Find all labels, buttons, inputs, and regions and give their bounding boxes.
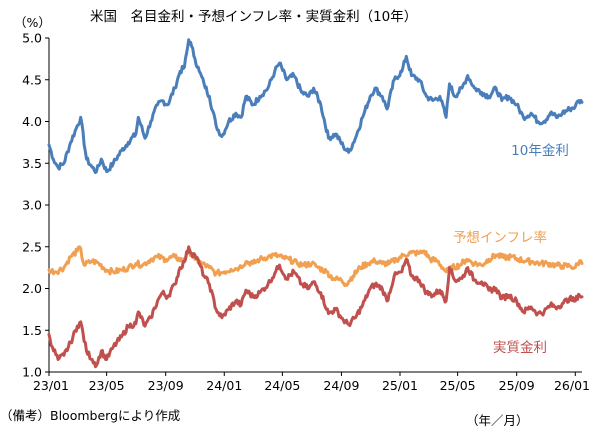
x-tick-label: 25/01: [382, 378, 418, 393]
y-axis-unit-label: （%）: [14, 15, 51, 30]
y-tick-label: 4.5: [22, 72, 42, 87]
y-tick-label: 2.0: [22, 281, 42, 296]
y-axis-tick-labels: 1.0 1.5 2.0 2.5 3.0 3.5 4.0 4.5 5.0: [22, 31, 49, 380]
series-line-inflation-expectation: [47, 245, 584, 287]
x-tick-label: 24/05: [264, 378, 300, 393]
source-note: （備考）Bloombergにより作成: [0, 408, 180, 423]
series-label-nominal-rate: 10年金利: [511, 143, 569, 159]
y-tick-label: 1.5: [22, 323, 42, 338]
x-tick-label: 23/05: [89, 378, 125, 393]
x-tick-label: 25/09: [499, 378, 535, 393]
y-tick-label: 4.0: [22, 114, 42, 129]
x-tick-label: 24/01: [206, 378, 242, 393]
x-tick-label: 26/01: [554, 378, 590, 393]
y-tick-label: 3.0: [22, 198, 42, 213]
x-tick-label: 25/05: [440, 378, 476, 393]
x-tick-label: 23/09: [148, 378, 184, 393]
series-line-real-rate: [47, 245, 584, 369]
series-label-inflation-expectation: 予想インフレ率: [453, 229, 547, 246]
y-tick-label: 5.0: [22, 31, 42, 46]
x-tick-label: 24/09: [323, 378, 359, 393]
x-axis-tick-labels: 23/01 23/05 23/09 24/01 24/05 24/09 25/01 25/05…: [33, 372, 590, 393]
series-label-real-rate: 実質金利: [493, 340, 547, 356]
x-tick-label: 23/01: [33, 378, 69, 393]
series-line-nominal-rate: [47, 38, 584, 174]
y-tick-label: 1.0: [22, 365, 42, 380]
x-axis-unit-label: （年／月）: [466, 413, 529, 428]
y-tick-label: 2.5: [22, 239, 42, 254]
plot-area: [47, 38, 584, 373]
chart-title: 米国 名目金利・予想インフレ率・実質金利（10年）: [90, 8, 417, 25]
y-tick-label: 3.5: [22, 156, 42, 171]
